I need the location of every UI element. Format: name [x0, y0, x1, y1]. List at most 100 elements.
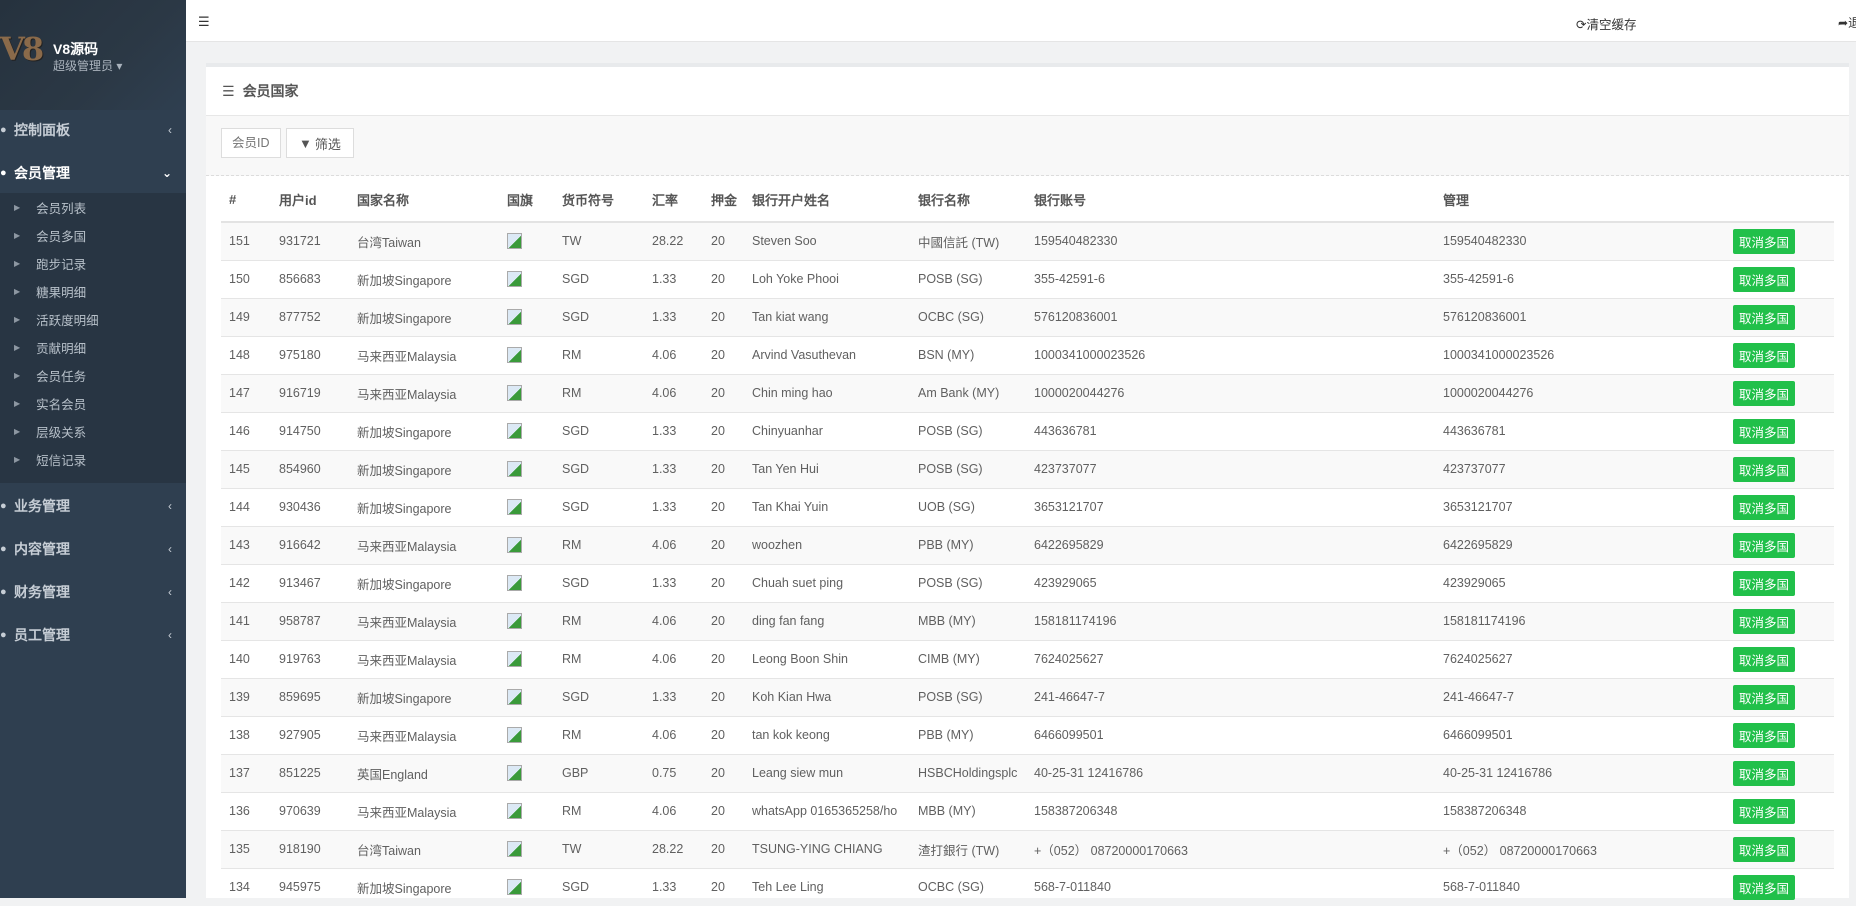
submenu-item[interactable]: ▶ 会员任务: [0, 361, 186, 389]
table-cell: SGD: [554, 449, 644, 488]
cancel-multi-country-button[interactable]: 取消多国: [1733, 798, 1796, 824]
broken-image-icon: [507, 423, 522, 439]
cancel-multi-country-button[interactable]: 取消多国: [1733, 266, 1796, 292]
table-cell: 20: [703, 715, 744, 754]
table-cell: 中國信託 (TW): [910, 221, 1026, 260]
cancel-multi-country-button[interactable]: 取消多国: [1733, 532, 1796, 558]
table-cell: 136: [221, 791, 271, 830]
caret-right-icon: ▶: [14, 398, 21, 408]
table-cell: 576120836001: [1026, 297, 1435, 336]
broken-image-icon: [507, 537, 522, 553]
table-cell: Am Bank (MY): [910, 373, 1026, 412]
cancel-multi-country-button[interactable]: 取消多国: [1733, 836, 1796, 862]
table-cell: CIMB (MY): [910, 639, 1026, 678]
table-cell: 新加坡Singapore: [349, 867, 499, 906]
submenu-item[interactable]: ▶ 糖果明细: [0, 277, 186, 305]
flag-cell: [499, 221, 554, 260]
cancel-multi-country-button[interactable]: 取消多国: [1733, 760, 1796, 786]
logout-button[interactable]: ➦退: [1838, 14, 1856, 31]
table-cell: RM: [554, 335, 644, 374]
table-cell: 马来西亚Malaysia: [349, 639, 499, 678]
submenu-item[interactable]: ▶ 短信记录: [0, 445, 186, 473]
submenu-item[interactable]: ▶ 跑步记录: [0, 249, 186, 277]
flag-cell: [499, 487, 554, 526]
table-row: 137 851225 英国England GBP 0.75 20 Leang siew mu…: [221, 753, 1834, 792]
table-cell: 423737077: [1026, 449, 1435, 488]
submenu-item[interactable]: ▶ 活跃度明细: [0, 305, 186, 333]
table-cell: Chin ming hao: [744, 373, 910, 412]
sidebar-toggle-icon[interactable]: ☰: [198, 14, 210, 29]
filter-button[interactable]: ▼ 筛选: [286, 128, 354, 158]
flag-cell: [499, 259, 554, 298]
table-cell: RM: [554, 601, 644, 640]
broken-image-icon: [507, 461, 522, 477]
cancel-multi-country-button[interactable]: 取消多国: [1733, 418, 1796, 444]
table-cell: 新加坡Singapore: [349, 259, 499, 298]
caret-right-icon: ▶: [14, 202, 21, 212]
table-cell: 443636781: [1026, 411, 1435, 450]
table-cell: 20: [703, 487, 744, 526]
cancel-multi-country-button[interactable]: 取消多国: [1733, 494, 1796, 520]
table-cell: 7624025627: [1026, 639, 1435, 678]
table-cell: 20: [703, 221, 744, 260]
sidebar-item[interactable]: ● 员工管理 ‹: [0, 615, 186, 655]
submenu-item[interactable]: ▶ 层级关系: [0, 417, 186, 445]
member-id-input[interactable]: [221, 128, 281, 158]
submenu-item[interactable]: ▶ 会员多国: [0, 221, 186, 249]
table-cell: POSB (SG): [910, 259, 1026, 298]
broken-image-icon: [507, 651, 522, 667]
cancel-multi-country-button[interactable]: 取消多国: [1733, 874, 1796, 900]
cancel-multi-country-button[interactable]: 取消多国: [1733, 342, 1796, 368]
caret-right-icon: ▶: [14, 342, 21, 352]
sidebar-item-label: 内容管理: [14, 541, 70, 557]
cancel-multi-country-button[interactable]: 取消多国: [1733, 380, 1796, 406]
cancel-multi-country-button[interactable]: 取消多国: [1733, 570, 1796, 596]
broken-image-icon: [507, 803, 522, 819]
column-header: #: [221, 177, 271, 223]
column-header: 银行开户姓名: [744, 177, 910, 223]
cancel-multi-country-button[interactable]: 取消多国: [1733, 684, 1796, 710]
action-cell: 取消多国: [1725, 373, 1834, 412]
table-cell: 423929065: [1435, 563, 1725, 602]
cancel-multi-country-button[interactable]: 取消多国: [1733, 608, 1796, 634]
table-cell: 141: [221, 601, 271, 640]
submenu-item[interactable]: ▶ 实名会员: [0, 389, 186, 417]
table-cell: 443636781: [1435, 411, 1725, 450]
flag-cell: [499, 297, 554, 336]
table-cell: POSB (SG): [910, 411, 1026, 450]
submenu-item[interactable]: ▶ 贡献明细: [0, 333, 186, 361]
submenu-item[interactable]: ▶ 会员列表: [0, 193, 186, 221]
sidebar-item[interactable]: ● 内容管理 ‹: [0, 529, 186, 569]
flag-cell: [499, 563, 554, 602]
column-header: 用户id: [271, 177, 349, 223]
clear-cache-button[interactable]: ⟳清空缓存: [1576, 14, 1637, 33]
table-cell: 马来西亚Malaysia: [349, 791, 499, 830]
table-cell: 147: [221, 373, 271, 412]
caret-right-icon: ▶: [14, 426, 21, 436]
flag-cell: [499, 715, 554, 754]
cancel-multi-country-button[interactable]: 取消多国: [1733, 722, 1796, 748]
sidebar-item[interactable]: ● 会员管理 ⌄: [0, 153, 186, 193]
table-row: 147 916719 马来西亚Malaysia RM 4.06 20 Chin ming h…: [221, 373, 1834, 412]
table-row: 142 913467 新加坡Singapore SGD 1.33 20 Chuah suet…: [221, 563, 1834, 602]
cancel-multi-country-button[interactable]: 取消多国: [1733, 456, 1796, 482]
clear-cache-label: 清空缓存: [1586, 18, 1637, 32]
cancel-multi-country-button[interactable]: 取消多国: [1733, 646, 1796, 672]
table-cell: 916642: [271, 525, 349, 564]
table-cell: MBB (MY): [910, 791, 1026, 830]
table-cell: 927905: [271, 715, 349, 754]
sidebar-item[interactable]: ● 控制面板 ‹: [0, 110, 186, 150]
table-cell: RM: [554, 715, 644, 754]
sidebar-item[interactable]: ● 业务管理 ‹: [0, 486, 186, 526]
user-role-dropdown[interactable]: 超级管理员 ▾: [53, 59, 123, 73]
table-cell: 4.06: [644, 715, 703, 754]
sidebar-item[interactable]: ● 财务管理 ‹: [0, 572, 186, 612]
table-cell: 1.33: [644, 411, 703, 450]
table-cell: 4.06: [644, 601, 703, 640]
table-cell: TW: [554, 221, 644, 260]
brand-area: V8 V8源码 超级管理员 ▾: [0, 0, 186, 110]
table-cell: Loh Yoke Phooi: [744, 259, 910, 298]
top-bar: ☰ ⟳清空缓存 ➦退: [186, 0, 1856, 42]
cancel-multi-country-button[interactable]: 取消多国: [1733, 304, 1796, 330]
cancel-multi-country-button[interactable]: 取消多国: [1733, 228, 1796, 254]
